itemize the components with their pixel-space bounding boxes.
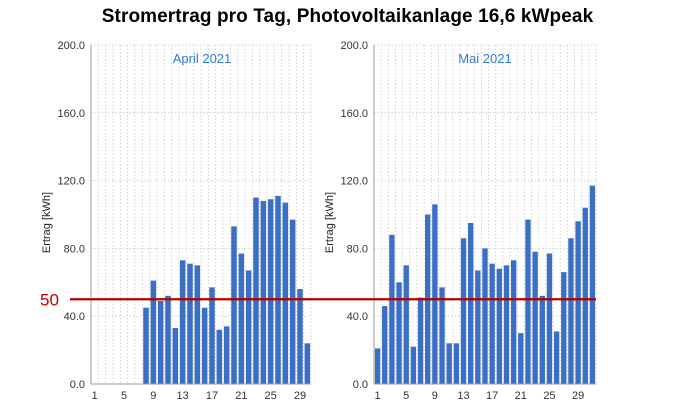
bar-april-day-9 — [150, 280, 157, 384]
chart-title: Stromertrag pro Tag, Photovoltaikanlage … — [101, 6, 594, 27]
bar-mai-day-6 — [410, 346, 417, 384]
x-tick-label-mai: 9 — [432, 390, 438, 402]
y-tick-label-april: 120.0 — [57, 176, 85, 188]
x-tick-label-april: 25 — [265, 390, 277, 402]
bar-april-day-8 — [143, 307, 149, 384]
y-tick-label-april: 200.0 — [57, 40, 85, 52]
x-tick-label-mai: 5 — [403, 390, 409, 402]
bar-mai-day-16 — [482, 248, 488, 384]
x-tick-label-mai: 13 — [457, 390, 469, 402]
x-tick-label-mai: 21 — [515, 390, 527, 402]
bar-april-day-10 — [157, 300, 164, 384]
bar-april-day-29 — [297, 289, 303, 384]
y-tick-label-mai: 160.0 — [340, 108, 368, 120]
bar-april-day-18 — [216, 329, 223, 384]
bar-april-day-28 — [289, 219, 296, 384]
x-tick-label-mai: 25 — [543, 390, 555, 402]
bar-april-day-26 — [275, 195, 281, 384]
month-title-mai: Mai 2021 — [458, 51, 511, 66]
bar-mai-day-23 — [532, 251, 538, 384]
x-tick-label-april: 17 — [206, 390, 218, 402]
x-tick-label-mai: 1 — [375, 390, 381, 402]
y-tick-label-april: 80.0 — [64, 243, 85, 255]
x-tick-label-april: 29 — [294, 390, 306, 402]
bar-mai-day-26 — [553, 331, 560, 384]
x-tick-label-april: 13 — [177, 390, 189, 402]
bar-april-day-23 — [253, 197, 259, 384]
bar-april-day-16 — [201, 307, 208, 384]
bar-april-day-30 — [304, 343, 311, 384]
bar-april-day-17 — [209, 287, 215, 384]
bar-april-day-13 — [179, 260, 186, 384]
y-tick-label-april: 40.0 — [64, 311, 85, 323]
bar-mai-day-31 — [589, 185, 596, 384]
bar-april-day-19 — [223, 326, 230, 384]
bar-april-day-15 — [194, 265, 201, 384]
bar-mai-day-2 — [382, 306, 388, 384]
bar-april-day-22 — [245, 270, 252, 384]
bar-mai-day-5 — [403, 265, 409, 384]
bar-april-day-11 — [165, 295, 171, 384]
x-tick-label-mai: 17 — [486, 390, 498, 402]
month-title-april: April 2021 — [173, 51, 232, 66]
bar-mai-day-21 — [518, 333, 524, 384]
bar-april-day-25 — [267, 199, 274, 384]
bar-mai-day-4 — [396, 282, 402, 384]
bar-mai-day-22 — [525, 219, 531, 384]
bar-mai-day-11 — [446, 343, 452, 384]
bar-mai-day-30 — [582, 207, 588, 384]
bar-mai-day-17 — [489, 263, 495, 384]
y-tick-label-mai: 40.0 — [347, 311, 368, 323]
bar-mai-day-19 — [503, 265, 510, 384]
bar-mai-day-27 — [561, 272, 567, 384]
bar-mai-day-20 — [510, 260, 517, 384]
bar-april-day-14 — [187, 263, 193, 384]
x-tick-label-april: 1 — [92, 390, 98, 402]
y-axis-label-april: Ertrag [kWh] — [41, 192, 53, 253]
bar-mai-day-12 — [453, 343, 460, 384]
bar-mai-day-13 — [460, 238, 467, 384]
reference-line-label: 50 — [40, 290, 59, 309]
bar-mai-day-10 — [439, 287, 445, 384]
bar-april-day-12 — [172, 328, 179, 384]
y-tick-label-mai: 0.0 — [353, 379, 368, 391]
x-tick-label-mai: 29 — [572, 390, 584, 402]
x-tick-label-april: 9 — [150, 390, 156, 402]
bar-mai-day-24 — [539, 295, 545, 384]
bar-mai-day-9 — [432, 204, 438, 384]
bar-april-day-24 — [260, 200, 267, 384]
y-tick-label-mai: 80.0 — [347, 243, 368, 255]
x-tick-label-april: 5 — [121, 390, 127, 402]
y-tick-label-mai: 120.0 — [340, 176, 368, 188]
bar-mai-day-7 — [417, 297, 424, 384]
bar-april-day-21 — [238, 253, 245, 384]
bar-mai-day-18 — [496, 268, 503, 384]
bar-mai-day-29 — [575, 221, 581, 384]
y-tick-label-mai: 200.0 — [340, 40, 368, 52]
bar-mai-day-14 — [467, 222, 474, 384]
bar-mai-day-3 — [389, 234, 395, 384]
bar-april-day-27 — [282, 202, 289, 384]
bar-april-day-20 — [231, 226, 237, 384]
y-tick-label-april: 160.0 — [57, 108, 85, 120]
y-tick-label-april: 0.0 — [70, 379, 85, 391]
x-tick-label-april: 21 — [235, 390, 247, 402]
bar-mai-day-28 — [568, 238, 574, 384]
bar-mai-day-1 — [374, 348, 381, 384]
y-axis-label-mai: Ertrag [kWh] — [324, 192, 336, 253]
bar-mai-day-25 — [546, 253, 553, 384]
bar-mai-day-15 — [475, 270, 481, 384]
